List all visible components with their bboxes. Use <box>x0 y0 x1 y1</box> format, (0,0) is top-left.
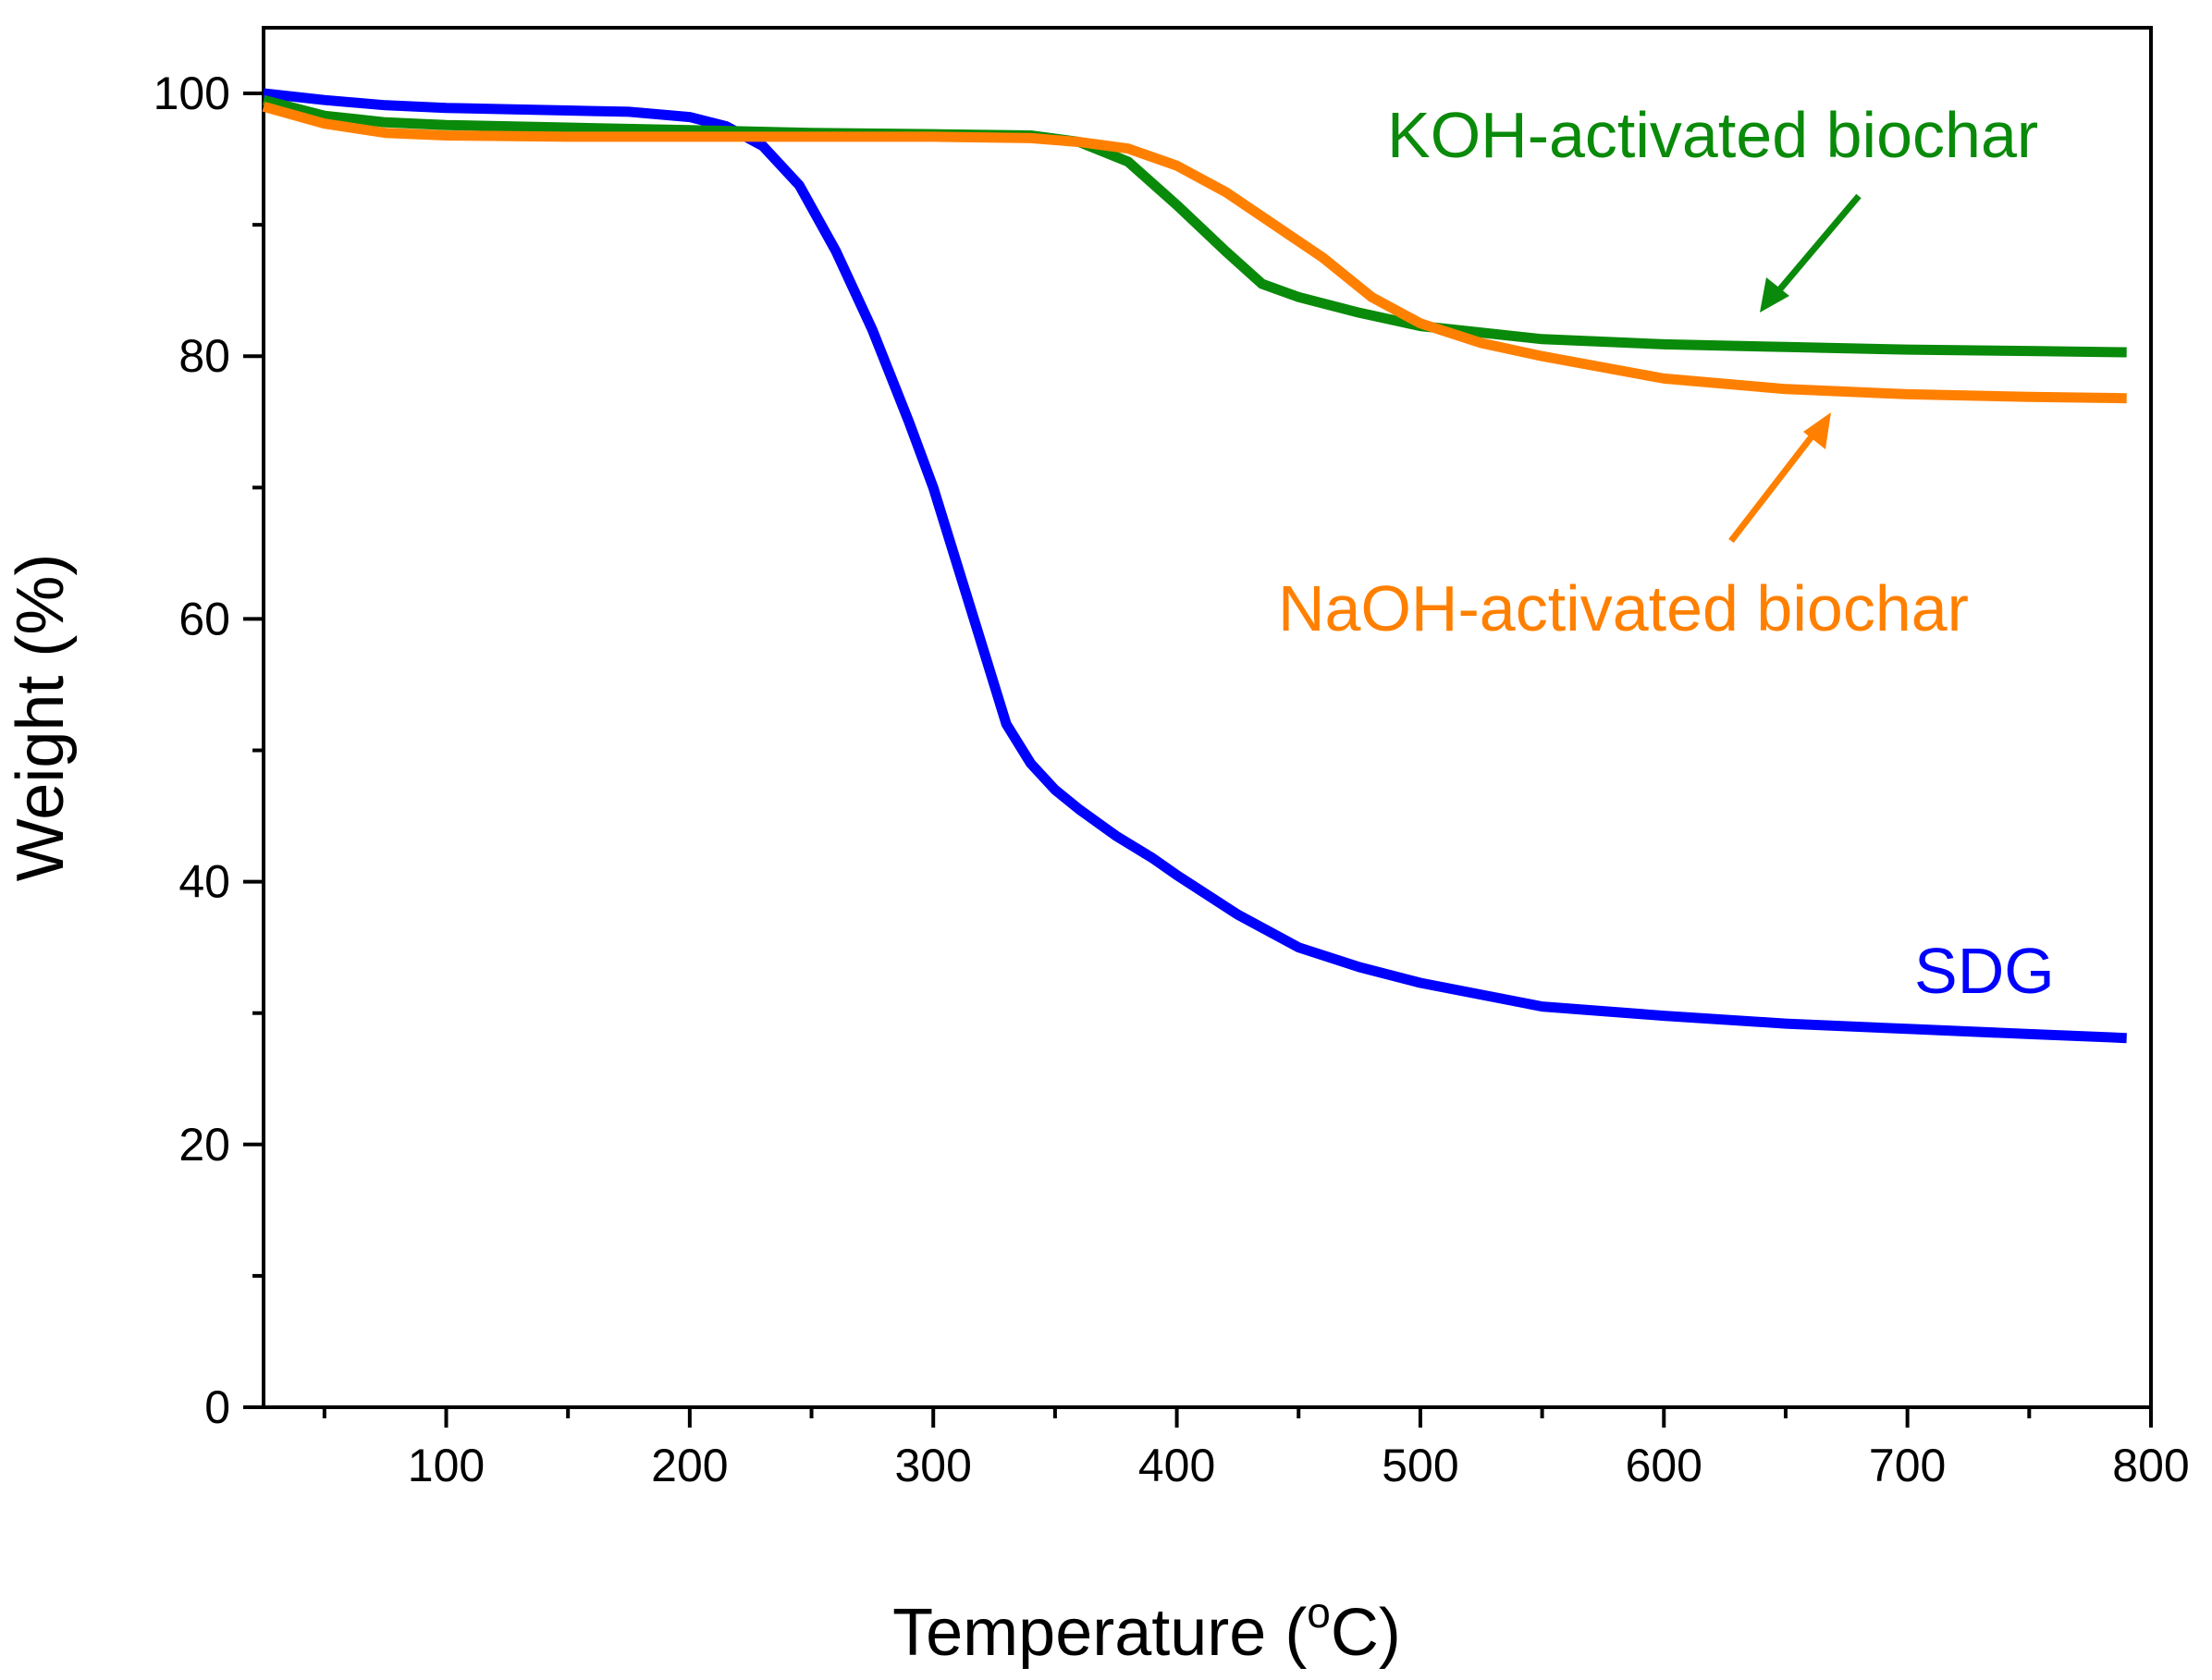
arrow-koh-icon <box>1760 193 1862 313</box>
annotation-sdg: SDG <box>1914 935 2055 1007</box>
x-tick-label: 300 <box>895 1440 972 1491</box>
x-tick-label: 400 <box>1138 1440 1215 1491</box>
series-group <box>262 88 2127 1044</box>
axes: 100 200 300 400 500 600 700 800 0 20 40 60 80 100 <box>154 67 2190 1491</box>
series-line-naoh-activated-biochar <box>262 102 2127 404</box>
series-line-koh-activated-biochar <box>262 94 2127 358</box>
plot-frame <box>262 26 2153 1409</box>
series-line-sdg <box>263 88 2127 1044</box>
x-tick-label: 200 <box>651 1440 728 1491</box>
x-tick-label: 100 <box>408 1440 485 1491</box>
x-axis-title-main: Temperature ( <box>892 1596 1307 1670</box>
x-tick-label: 500 <box>1382 1440 1458 1491</box>
y-tick-label: 20 <box>178 1119 230 1171</box>
annotations: KOH-activated biochar NaOH-activated bio… <box>1278 99 2055 1007</box>
annotation-naoh: NaOH-activated biochar <box>1278 572 1969 644</box>
x-tick-label: 800 <box>2112 1440 2189 1491</box>
arrow-naoh-icon <box>1728 412 1831 544</box>
y-tick-label: 60 <box>178 593 230 644</box>
x-axis-title-sup: o <box>1307 1588 1331 1637</box>
x-tick-label: 700 <box>1869 1440 1946 1491</box>
y-tick-label: 0 <box>204 1381 230 1433</box>
annotation-koh: KOH-activated biochar <box>1387 99 2038 171</box>
y-tick-label: 40 <box>178 856 230 908</box>
x-axis-title: Temperature (oC) <box>892 1588 1401 1670</box>
x-axis-title-unit: C) <box>1331 1596 1401 1670</box>
y-tick-label: 80 <box>178 330 230 382</box>
y-tick-label: 100 <box>154 67 230 119</box>
y-axis-title: Weight (%) <box>4 554 78 882</box>
x-tick-label: 600 <box>1626 1440 1702 1491</box>
